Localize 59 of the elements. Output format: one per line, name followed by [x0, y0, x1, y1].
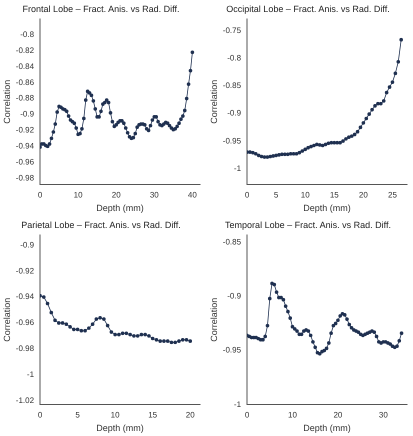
y-tick-label: -0.9 — [20, 240, 35, 250]
y-tick-label: -0.75 — [222, 26, 242, 36]
x-tick-label: 0 — [244, 410, 250, 420]
x-tick-label: 10 — [74, 190, 84, 200]
x-tick-label: 5 — [75, 410, 80, 420]
y-tick-label: -0.84 — [16, 62, 35, 71]
chart-title: Temporal Lobe – Fract. Anis. vs Rad. Diff. — [225, 220, 391, 230]
y-tick-label: -0.88 — [16, 94, 35, 103]
x-tick-label: 10 — [300, 190, 310, 200]
x-tick-label: 10 — [110, 410, 120, 420]
y-tick-label: -0.86 — [16, 78, 35, 87]
y-tick-label: -0.94 — [16, 142, 35, 151]
x-tick-label: 40 — [188, 190, 198, 200]
y-tick-label: -1 — [234, 164, 242, 173]
y-tick-label: -0.82 — [16, 46, 35, 55]
x-axis-title: Depth (mm) — [96, 423, 144, 434]
x-axis-title: Depth (mm) — [303, 203, 351, 214]
y-tick-label: -0.98 — [16, 173, 35, 182]
x-axis-title: Depth (mm) — [96, 203, 144, 214]
x-tick-label: 0 — [244, 190, 250, 200]
y-tick-label: -0.85 — [222, 238, 242, 247]
y-tick-label: -0.96 — [16, 157, 35, 166]
y-tick-label: -0.9 — [227, 292, 242, 301]
y-tick-label: -1.02 — [16, 396, 35, 405]
x-tick-label: 15 — [330, 190, 340, 200]
x-tick-label: 30 — [378, 410, 388, 420]
y-tick-label: -1 — [234, 400, 242, 409]
y-tick-label: -0.92 — [16, 266, 35, 276]
y-axis-title: Correlation — [208, 298, 219, 342]
y-tick-label: -0.9 — [227, 108, 242, 118]
chart-title: Occipital Lobe – Fract. Anis. vs Rad. Diff. — [226, 4, 390, 14]
x-tick-label: 20 — [333, 410, 343, 420]
y-tick-label: -0.9 — [20, 110, 35, 119]
x-tick-label: 5 — [274, 190, 279, 200]
x-tick-label: 25 — [388, 190, 398, 200]
x-tick-label: 30 — [150, 190, 160, 200]
x-tick-label: 20 — [358, 190, 368, 200]
y-tick-label: -0.95 — [222, 136, 242, 146]
y-tick-label: -0.85 — [222, 81, 242, 90]
y-tick-label: -0.8 — [227, 54, 242, 63]
x-tick-label: 20 — [186, 410, 196, 420]
y-tick-label: -0.96 — [16, 318, 35, 328]
y-axis-title: Correlation — [2, 80, 12, 124]
x-tick-label: 10 — [288, 410, 298, 420]
y-axis-title: Correlation — [208, 80, 219, 124]
chart-title: Parietal Lobe – Fract. Anis. vs Rad. Diff. — [21, 220, 181, 230]
x-tick-label: 15 — [148, 410, 158, 420]
y-tick-label: -0.95 — [222, 346, 242, 355]
y-tick-label: -0.8 — [20, 30, 35, 39]
x-axis-title: Depth (mm) — [303, 423, 351, 434]
y-tick-label: -1 — [26, 370, 35, 379]
x-tick-label: 0 — [38, 190, 43, 200]
chart-title: Frontal Lobe – Fract. Anis. vs Rad. Diff. — [22, 4, 180, 14]
x-tick-label: 0 — [38, 410, 43, 420]
y-axis-title: Correlation — [2, 298, 12, 342]
y-tick-label: -0.92 — [16, 126, 35, 135]
y-tick-label: -0.94 — [16, 292, 35, 302]
x-tick-label: 20 — [112, 190, 122, 200]
y-tick-label: -0.98 — [16, 344, 35, 354]
